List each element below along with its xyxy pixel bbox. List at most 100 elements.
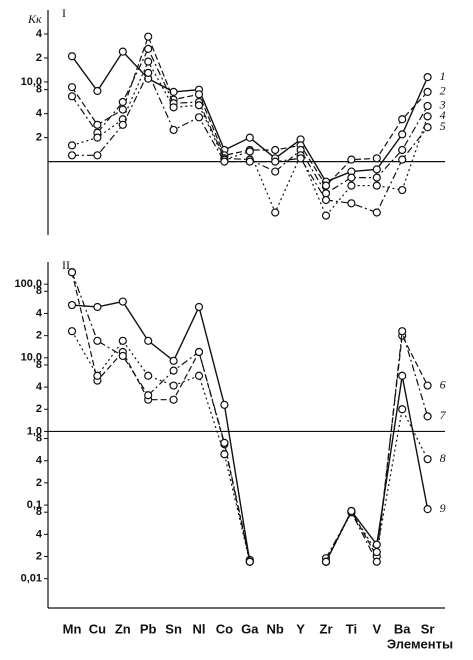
y-axis-label: Kк [27, 12, 42, 26]
x-tick-label: Zn [115, 621, 131, 636]
series-label: 2 [440, 84, 446, 98]
data-point [67, 151, 77, 160]
y-tick-label: 1,0 [27, 425, 42, 437]
y-tick-label: 10,0 [21, 76, 42, 88]
data-point [67, 327, 77, 336]
data-point [372, 154, 381, 163]
data-point [67, 300, 77, 310]
data-point [372, 547, 381, 557]
y-tick-label: 8 [36, 506, 42, 518]
data-point [398, 115, 407, 124]
x-tick-label: Zr [320, 621, 333, 636]
series-label: 7 [440, 408, 447, 422]
x-tick-label: Pb [140, 621, 157, 636]
y-tick-label: 2 [36, 550, 42, 562]
data-point [118, 297, 127, 306]
series-line [71, 272, 429, 564]
y-tick-label: 0,01 [21, 573, 42, 585]
data-point [194, 113, 204, 122]
data-point [220, 438, 229, 447]
data-point [144, 44, 153, 53]
data-point [194, 347, 204, 357]
data-point [372, 208, 381, 217]
data-point [144, 32, 153, 41]
data-point [423, 381, 432, 390]
data-point [67, 141, 77, 150]
series-label: 5 [440, 119, 446, 133]
data-point [169, 381, 178, 390]
data-point [220, 450, 229, 459]
series-label: 8 [440, 451, 446, 465]
data-point [347, 173, 356, 182]
y-tick-label: 8 [36, 285, 42, 297]
x-tick-label: Cu [89, 621, 106, 636]
data-point [118, 47, 127, 56]
data-point [423, 505, 432, 514]
data-point [67, 92, 77, 101]
series-label: 9 [440, 501, 446, 515]
data-point [321, 195, 331, 205]
data-point [144, 391, 153, 400]
data-point [118, 120, 127, 129]
data-point [144, 336, 153, 345]
data-point [93, 120, 102, 129]
data-point [118, 97, 127, 107]
data-point [423, 412, 432, 421]
data-point [67, 52, 77, 61]
data-point [398, 155, 407, 164]
data-point [372, 181, 381, 190]
data-point [118, 105, 127, 114]
data-point [398, 405, 407, 414]
data-point [321, 557, 331, 566]
data-point [144, 68, 153, 77]
x-tick-label: V [372, 621, 381, 636]
series-line [71, 330, 429, 563]
data-point [271, 157, 280, 166]
data-point [245, 157, 254, 166]
data-point [398, 145, 407, 155]
data-point [169, 366, 178, 375]
x-tick-label: Ba [394, 621, 411, 636]
y-tick-label: 4 [36, 381, 43, 393]
y-tick-label: 4 [36, 108, 43, 120]
data-point [220, 400, 229, 409]
y-tick-label: 2 [36, 132, 42, 144]
data-point [93, 86, 102, 96]
data-point [194, 90, 204, 99]
data-point [93, 151, 102, 160]
data-point [398, 185, 407, 195]
data-point [144, 371, 153, 380]
data-point [271, 208, 280, 217]
data-point [169, 103, 178, 112]
series-line [72, 71, 429, 214]
data-point [423, 455, 432, 464]
data-point [423, 112, 432, 121]
x-tick-label: Sn [165, 621, 182, 636]
y-tick-label: 2 [36, 52, 42, 64]
data-point [398, 371, 407, 380]
x-tick-label: Nb [267, 621, 284, 636]
data-point [347, 199, 356, 208]
data-point [347, 506, 356, 516]
data-point [93, 133, 102, 142]
data-point [245, 557, 254, 566]
data-point [118, 351, 127, 361]
y-tick-label: 4 [36, 307, 43, 319]
data-point [423, 87, 432, 97]
data-point [372, 165, 381, 174]
data-point [245, 147, 254, 156]
data-point [67, 268, 77, 277]
data-point [321, 211, 331, 220]
data-point [423, 123, 432, 132]
y-tick-label: 10,0 [21, 352, 42, 364]
y-tick-label: 2 [36, 477, 42, 489]
data-point [372, 173, 381, 182]
data-point [93, 302, 102, 312]
x-axis-label: Элементы [387, 636, 453, 651]
x-tick-label: Sr [421, 621, 435, 636]
series-line [71, 272, 429, 562]
y-tick-label: 4 [36, 528, 43, 540]
panel-title: I [62, 6, 66, 20]
data-point [423, 101, 432, 111]
x-tick-label: Co [216, 621, 233, 636]
